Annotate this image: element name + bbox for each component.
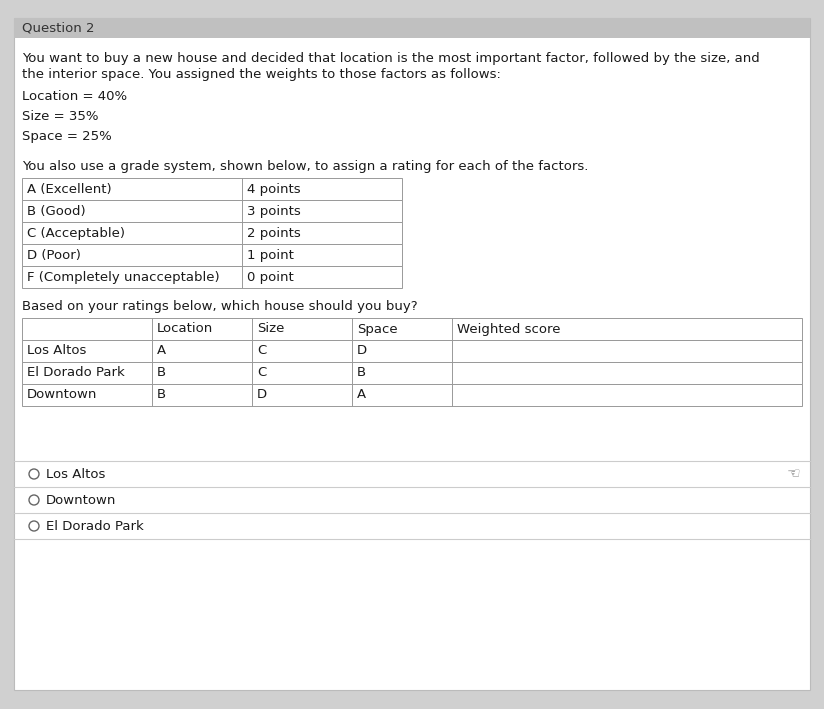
Circle shape (29, 521, 39, 531)
Circle shape (29, 495, 39, 505)
Text: B: B (157, 389, 166, 401)
Text: ☜: ☜ (786, 467, 800, 481)
Text: Location: Location (157, 323, 213, 335)
Text: 3 points: 3 points (247, 204, 301, 218)
Text: A: A (357, 389, 366, 401)
Text: Location = 40%: Location = 40% (22, 90, 127, 103)
Text: B (Good): B (Good) (27, 204, 86, 218)
Text: B: B (357, 367, 366, 379)
Text: Los Altos: Los Altos (46, 467, 105, 481)
Bar (22, 244, 402, 266)
Text: El Dorado Park: El Dorado Park (46, 520, 143, 532)
Text: F (Completely unacceptable): F (Completely unacceptable) (27, 271, 220, 284)
Text: Los Altos: Los Altos (27, 345, 87, 357)
Text: 0 point: 0 point (247, 271, 293, 284)
Text: 1 point: 1 point (247, 248, 294, 262)
Text: D: D (257, 389, 267, 401)
Text: D: D (357, 345, 368, 357)
Text: Downtown: Downtown (27, 389, 97, 401)
Circle shape (29, 469, 39, 479)
Text: Based on your ratings below, which house should you buy?: Based on your ratings below, which house… (22, 300, 418, 313)
Text: C: C (257, 345, 266, 357)
Text: 2 points: 2 points (247, 226, 301, 240)
Text: Space: Space (357, 323, 398, 335)
Text: El Dorado Park: El Dorado Park (27, 367, 124, 379)
Text: Question 2: Question 2 (22, 21, 95, 35)
Text: D (Poor): D (Poor) (27, 248, 81, 262)
Text: C (Acceptable): C (Acceptable) (27, 226, 125, 240)
Bar (22, 318, 802, 340)
Text: B: B (157, 367, 166, 379)
Text: C: C (257, 367, 266, 379)
Text: You also use a grade system, shown below, to assign a rating for each of the fac: You also use a grade system, shown below… (22, 160, 588, 173)
Bar (22, 266, 402, 288)
Text: You want to buy a new house and decided that location is the most important fact: You want to buy a new house and decided … (22, 52, 760, 65)
Bar (22, 362, 802, 384)
Bar (22, 200, 402, 222)
Bar (22, 384, 802, 406)
Text: Weighted score: Weighted score (457, 323, 560, 335)
Text: 4 points: 4 points (247, 182, 301, 196)
Text: Size: Size (257, 323, 284, 335)
Text: A: A (157, 345, 166, 357)
Text: Downtown: Downtown (46, 493, 116, 506)
Bar (22, 340, 802, 362)
Bar (22, 222, 402, 244)
Bar (22, 178, 402, 200)
Text: Size = 35%: Size = 35% (22, 110, 99, 123)
Text: Space = 25%: Space = 25% (22, 130, 112, 143)
Text: A (Excellent): A (Excellent) (27, 182, 111, 196)
Text: the interior space. You assigned the weights to those factors as follows:: the interior space. You assigned the wei… (22, 68, 501, 81)
Bar (14, 18, 810, 38)
